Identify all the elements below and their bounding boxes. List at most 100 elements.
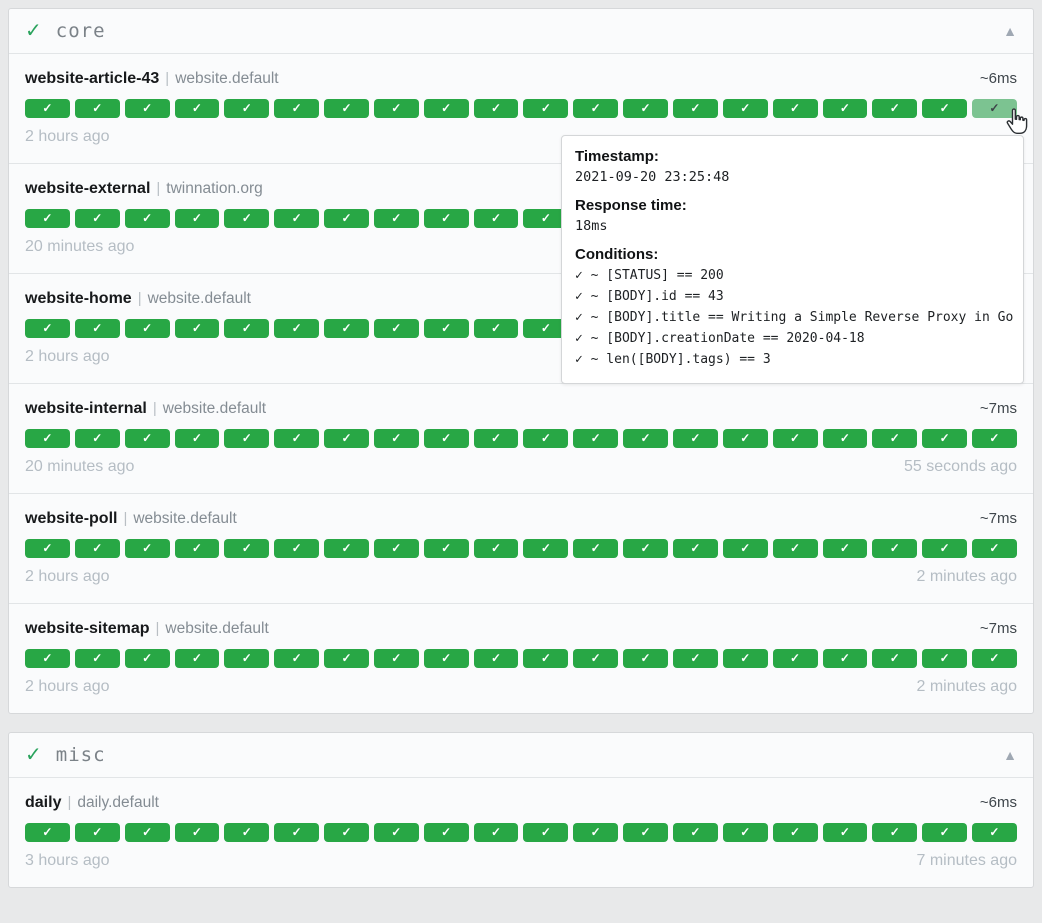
health-check-badge[interactable]: ✓ — [972, 649, 1017, 668]
health-check-badge[interactable]: ✓ — [922, 823, 968, 842]
health-check-badge[interactable]: ✓ — [972, 823, 1017, 842]
health-check-badge[interactable]: ✓ — [972, 99, 1017, 118]
health-check-badge[interactable]: ✓ — [922, 429, 968, 448]
health-check-badge[interactable]: ✓ — [623, 429, 668, 448]
health-check-badge[interactable]: ✓ — [373, 539, 419, 558]
health-check-badge[interactable]: ✓ — [473, 429, 519, 448]
health-check-badge[interactable]: ✓ — [872, 99, 918, 118]
health-check-badge[interactable]: ✓ — [174, 209, 220, 228]
health-check-badge[interactable]: ✓ — [324, 319, 369, 338]
health-check-badge[interactable]: ✓ — [324, 209, 369, 228]
health-check-badge[interactable]: ✓ — [124, 319, 170, 338]
health-check-badge[interactable]: ✓ — [872, 823, 918, 842]
health-check-badge[interactable]: ✓ — [772, 99, 818, 118]
health-check-badge[interactable]: ✓ — [174, 429, 220, 448]
health-check-badge[interactable]: ✓ — [573, 429, 619, 448]
health-check-badge[interactable]: ✓ — [822, 429, 868, 448]
health-check-badge[interactable]: ✓ — [124, 823, 170, 842]
health-check-badge[interactable]: ✓ — [772, 649, 818, 668]
health-check-badge[interactable]: ✓ — [373, 823, 419, 842]
health-check-badge[interactable]: ✓ — [274, 319, 320, 338]
health-check-badge[interactable]: ✓ — [972, 539, 1017, 558]
health-check-badge[interactable]: ✓ — [872, 649, 918, 668]
health-check-badge[interactable]: ✓ — [473, 649, 519, 668]
collapse-arrow-icon[interactable]: ▲ — [1003, 23, 1017, 39]
health-check-badge[interactable]: ✓ — [25, 209, 70, 228]
health-check-badge[interactable]: ✓ — [573, 823, 619, 842]
health-check-badge[interactable]: ✓ — [74, 319, 120, 338]
health-check-badge[interactable]: ✓ — [473, 319, 519, 338]
health-check-badge[interactable]: ✓ — [25, 429, 70, 448]
health-check-badge[interactable]: ✓ — [124, 429, 170, 448]
health-check-badge[interactable]: ✓ — [373, 429, 419, 448]
health-check-badge[interactable]: ✓ — [822, 823, 868, 842]
health-check-badge[interactable]: ✓ — [523, 823, 569, 842]
health-check-badge[interactable]: ✓ — [174, 99, 220, 118]
collapse-arrow-icon[interactable]: ▲ — [1003, 747, 1017, 763]
group-header[interactable]: ✓ core ▲ — [9, 9, 1033, 53]
health-check-badge[interactable]: ✓ — [822, 649, 868, 668]
health-check-badge[interactable]: ✓ — [872, 539, 918, 558]
health-check-badge[interactable]: ✓ — [672, 99, 718, 118]
health-check-badge[interactable]: ✓ — [25, 539, 70, 558]
health-check-badge[interactable]: ✓ — [324, 649, 369, 668]
health-check-badge[interactable]: ✓ — [25, 319, 70, 338]
health-check-badge[interactable]: ✓ — [523, 649, 569, 668]
health-check-badge[interactable]: ✓ — [523, 319, 569, 338]
health-check-badge[interactable]: ✓ — [423, 99, 469, 118]
health-check-badge[interactable]: ✓ — [274, 99, 320, 118]
health-check-badge[interactable]: ✓ — [224, 823, 270, 842]
health-check-badge[interactable]: ✓ — [74, 823, 120, 842]
health-check-badge[interactable]: ✓ — [623, 823, 668, 842]
health-check-badge[interactable]: ✓ — [224, 319, 270, 338]
health-check-badge[interactable]: ✓ — [373, 649, 419, 668]
health-check-badge[interactable]: ✓ — [523, 209, 569, 228]
health-check-badge[interactable]: ✓ — [25, 823, 70, 842]
health-check-badge[interactable]: ✓ — [324, 539, 369, 558]
health-check-badge[interactable]: ✓ — [423, 649, 469, 668]
health-check-badge[interactable]: ✓ — [623, 539, 668, 558]
health-check-badge[interactable]: ✓ — [373, 319, 419, 338]
health-check-badge[interactable]: ✓ — [324, 99, 369, 118]
health-check-badge[interactable]: ✓ — [74, 209, 120, 228]
health-check-badge[interactable]: ✓ — [25, 99, 70, 118]
health-check-badge[interactable]: ✓ — [772, 823, 818, 842]
health-check-badge[interactable]: ✓ — [672, 649, 718, 668]
health-check-badge[interactable]: ✓ — [74, 429, 120, 448]
health-check-badge[interactable]: ✓ — [274, 649, 320, 668]
health-check-badge[interactable]: ✓ — [224, 99, 270, 118]
health-check-badge[interactable]: ✓ — [523, 429, 569, 448]
health-check-badge[interactable]: ✓ — [672, 823, 718, 842]
health-check-badge[interactable]: ✓ — [74, 539, 120, 558]
health-check-badge[interactable]: ✓ — [224, 649, 270, 668]
health-check-badge[interactable]: ✓ — [423, 823, 469, 842]
health-check-badge[interactable]: ✓ — [224, 209, 270, 228]
health-check-badge[interactable]: ✓ — [722, 649, 768, 668]
health-check-badge[interactable]: ✓ — [74, 99, 120, 118]
health-check-badge[interactable]: ✓ — [174, 539, 220, 558]
health-check-badge[interactable]: ✓ — [274, 823, 320, 842]
health-check-badge[interactable]: ✓ — [174, 319, 220, 338]
health-check-badge[interactable]: ✓ — [124, 99, 170, 118]
health-check-badge[interactable]: ✓ — [274, 209, 320, 228]
health-check-badge[interactable]: ✓ — [822, 539, 868, 558]
health-check-badge[interactable]: ✓ — [124, 209, 170, 228]
health-check-badge[interactable]: ✓ — [573, 99, 619, 118]
health-check-badge[interactable]: ✓ — [772, 429, 818, 448]
health-check-badge[interactable]: ✓ — [523, 539, 569, 558]
health-check-badge[interactable]: ✓ — [423, 429, 469, 448]
health-check-badge[interactable]: ✓ — [672, 539, 718, 558]
health-check-badge[interactable]: ✓ — [573, 539, 619, 558]
health-check-badge[interactable]: ✓ — [473, 209, 519, 228]
health-check-badge[interactable]: ✓ — [423, 319, 469, 338]
health-check-badge[interactable]: ✓ — [423, 209, 469, 228]
health-check-badge[interactable]: ✓ — [174, 649, 220, 668]
health-check-badge[interactable]: ✓ — [124, 539, 170, 558]
health-check-badge[interactable]: ✓ — [722, 99, 768, 118]
health-check-badge[interactable]: ✓ — [922, 99, 968, 118]
health-check-badge[interactable]: ✓ — [74, 649, 120, 668]
health-check-badge[interactable]: ✓ — [224, 539, 270, 558]
health-check-badge[interactable]: ✓ — [224, 429, 270, 448]
health-check-badge[interactable]: ✓ — [922, 539, 968, 558]
health-check-badge[interactable]: ✓ — [324, 823, 369, 842]
